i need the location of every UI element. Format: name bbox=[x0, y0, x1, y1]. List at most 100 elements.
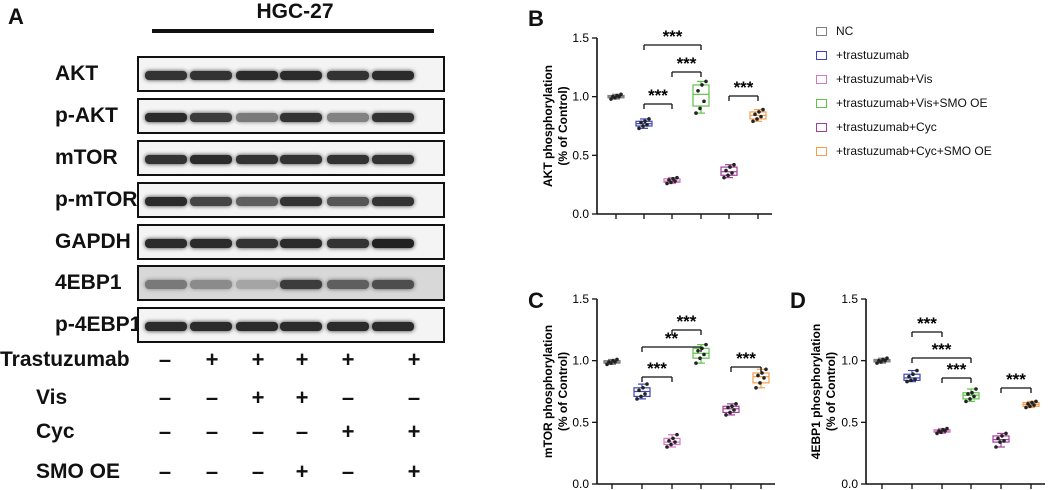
panel-label-b: B bbox=[528, 6, 544, 31]
data-point bbox=[730, 404, 734, 409]
legend-label: +trastuzumab+Cyc bbox=[836, 120, 937, 134]
data-point bbox=[941, 427, 945, 432]
data-point bbox=[643, 119, 647, 124]
significance-label: *** bbox=[677, 54, 697, 73]
data-point bbox=[998, 440, 1002, 444]
treatment-sign: + bbox=[295, 347, 309, 372]
legend-swatch bbox=[816, 147, 827, 157]
data-point bbox=[911, 372, 915, 377]
data-point bbox=[673, 179, 677, 183]
data-point bbox=[974, 387, 978, 391]
blot-band bbox=[190, 239, 232, 248]
data-point bbox=[1002, 439, 1006, 443]
data-point bbox=[751, 119, 755, 124]
treatment-sign: + bbox=[407, 347, 421, 372]
data-point bbox=[669, 442, 673, 447]
blot-strip-gapdh bbox=[137, 224, 445, 260]
blot-strip-p-akt bbox=[137, 98, 445, 134]
legend-label: +trastuzumab+Cyc+SMO OE bbox=[836, 144, 992, 158]
data-point bbox=[667, 439, 671, 443]
data-point bbox=[619, 92, 623, 97]
data-point bbox=[726, 173, 730, 178]
treatment-sign: + bbox=[407, 419, 421, 444]
data-point bbox=[1026, 402, 1030, 406]
treatment-sign: + bbox=[341, 347, 355, 372]
treatment-label-smo-oe: SMO OE bbox=[36, 460, 121, 483]
significance-label: *** bbox=[1006, 370, 1026, 389]
cell-line-title: HGC-27 bbox=[256, 0, 334, 23]
data-point bbox=[881, 357, 885, 362]
data-point bbox=[964, 399, 968, 404]
y-axis-label-unit: (% of Control) bbox=[556, 86, 570, 165]
legend-label: NC bbox=[836, 24, 854, 38]
y-tick-label: 1.0 bbox=[572, 354, 589, 368]
y-tick-label: 1.0 bbox=[841, 354, 858, 368]
treatment-label-cyc: Cyc bbox=[36, 420, 75, 443]
blot-strip-p-mtor bbox=[137, 182, 445, 218]
data-point bbox=[645, 123, 649, 127]
data-point bbox=[647, 117, 651, 121]
data-point bbox=[754, 386, 758, 390]
significance-label: *** bbox=[932, 340, 952, 359]
blot-band bbox=[327, 155, 369, 164]
y-axis-label: AKT phosphorylation bbox=[541, 65, 555, 187]
blot-band bbox=[236, 197, 278, 206]
treatment-sign: + bbox=[295, 385, 309, 410]
data-point bbox=[645, 382, 649, 386]
blot-band bbox=[145, 155, 187, 164]
data-point bbox=[760, 371, 764, 375]
y-tick-label: 0.0 bbox=[572, 207, 589, 221]
y-tick-label: 1.5 bbox=[572, 292, 589, 306]
blot-band bbox=[372, 239, 414, 248]
treatment-sign: + bbox=[295, 459, 309, 484]
data-point bbox=[905, 379, 909, 384]
significance-label: *** bbox=[677, 312, 697, 331]
blot-label-p-mtor: p-mTOR bbox=[55, 188, 138, 211]
blot-band bbox=[145, 322, 187, 331]
blot-band bbox=[280, 71, 322, 80]
data-point bbox=[913, 377, 917, 381]
blot-label-p-akt: p-AKT bbox=[55, 104, 118, 127]
blot-band bbox=[236, 155, 278, 164]
treatment-sign: – bbox=[158, 419, 172, 444]
data-point bbox=[994, 445, 998, 449]
treatment-sign: – bbox=[251, 419, 265, 444]
treatment-sign: – bbox=[341, 385, 355, 410]
blot-band bbox=[190, 113, 232, 122]
data-point bbox=[764, 367, 768, 372]
blot-band bbox=[280, 155, 322, 164]
y-axis-label-unit: (% of Control) bbox=[556, 352, 570, 431]
legend-item: +trastuzumab+Cyc+SMO OE bbox=[816, 144, 992, 158]
y-tick-label: 0.0 bbox=[841, 477, 858, 490]
data-point bbox=[639, 394, 643, 399]
data-point bbox=[609, 97, 613, 101]
data-point bbox=[909, 378, 913, 383]
data-point bbox=[673, 440, 677, 444]
blot-band bbox=[190, 155, 232, 164]
legend-label: +trastuzumab+Vis bbox=[836, 72, 933, 86]
data-point bbox=[1024, 405, 1028, 410]
data-point bbox=[1000, 434, 1004, 438]
treatment-sign: – bbox=[205, 419, 219, 444]
blot-band bbox=[145, 239, 187, 248]
data-point bbox=[637, 388, 641, 393]
y-axis-label: 4EBP1 phosphorylation bbox=[809, 324, 823, 459]
data-point bbox=[615, 93, 619, 98]
data-point bbox=[641, 386, 645, 390]
blot-band bbox=[280, 113, 322, 122]
blot-label-4ebp1: 4EBP1 bbox=[55, 271, 122, 294]
data-point bbox=[1034, 399, 1038, 404]
data-point bbox=[907, 374, 911, 379]
panel-label-a: A bbox=[8, 4, 24, 29]
data-point bbox=[915, 368, 919, 373]
legend-item: +trastuzumab+Vis bbox=[816, 72, 933, 86]
blot-band bbox=[372, 113, 414, 122]
data-point bbox=[761, 107, 765, 112]
legend-swatch bbox=[816, 51, 827, 61]
data-point bbox=[724, 168, 728, 173]
data-point bbox=[615, 357, 619, 362]
data-point bbox=[696, 349, 700, 353]
blot-band bbox=[372, 322, 414, 331]
blot-band bbox=[280, 280, 322, 289]
